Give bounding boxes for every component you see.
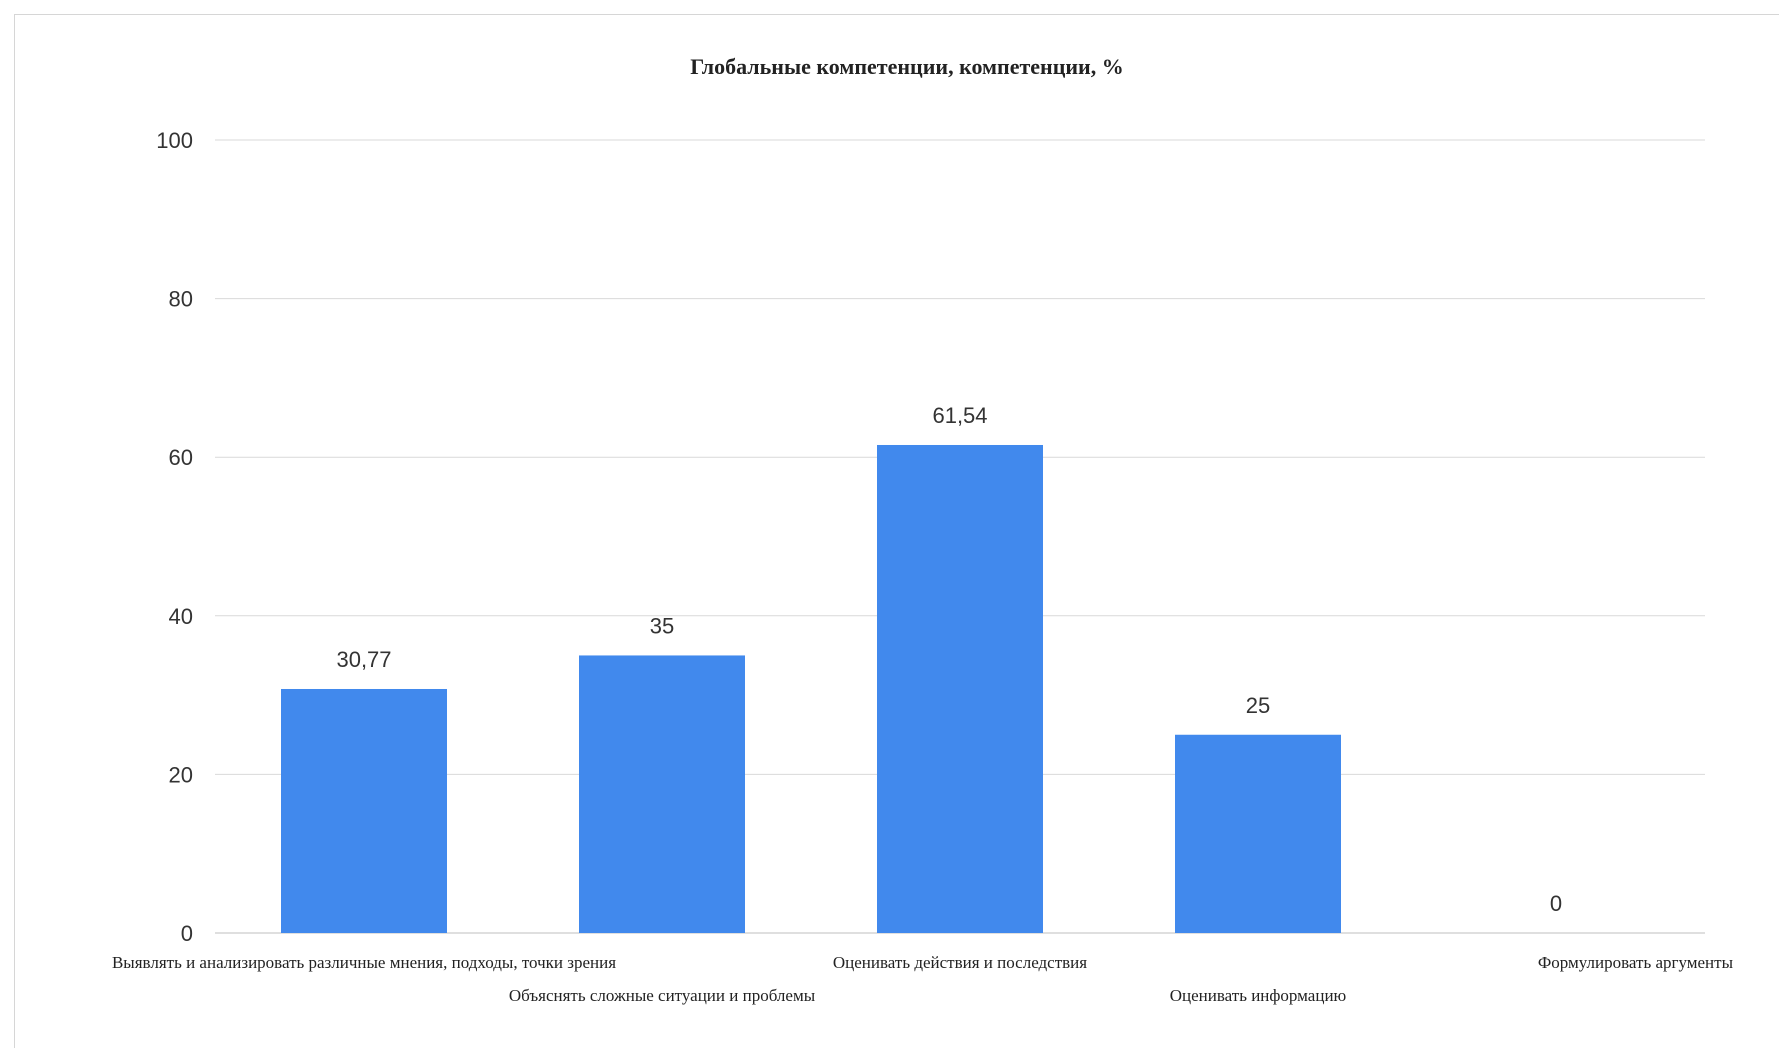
- x-tick-label: Формулировать аргументы: [1538, 953, 1734, 972]
- y-tick-label: 0: [181, 921, 193, 946]
- y-tick-label: 20: [169, 762, 193, 787]
- y-tick-label: 100: [156, 128, 193, 153]
- bar: [281, 688, 447, 933]
- chart-title: Глобальные компетенции, компетенции, %: [690, 54, 1123, 79]
- y-tick-label: 80: [169, 287, 193, 312]
- x-tick-label: Выявлять и анализировать различные мнени…: [112, 953, 616, 972]
- bar: [1175, 734, 1341, 933]
- x-axis: Выявлять и анализировать различные мнени…: [112, 953, 1734, 1005]
- data-label: 30,77: [336, 647, 391, 672]
- bar: [579, 655, 745, 933]
- data-label: 25: [1246, 693, 1270, 718]
- y-tick-label: 40: [169, 604, 193, 629]
- x-tick-label: Оценивать информацию: [1170, 986, 1347, 1005]
- bar: [877, 444, 1043, 933]
- data-labels: 30,77 35 61,54 25 0: [336, 403, 1562, 916]
- data-label: 35: [650, 613, 674, 638]
- y-axis: 0 20 40 60 80 100: [156, 128, 193, 946]
- x-tick-label: Объяснять сложные ситуации и проблемы: [509, 986, 816, 1005]
- x-tick-label: Оценивать действия и последствия: [833, 953, 1087, 972]
- y-tick-label: 60: [169, 445, 193, 470]
- bars: [281, 444, 1341, 933]
- data-label: 61,54: [932, 403, 987, 428]
- data-label: 0: [1550, 891, 1562, 916]
